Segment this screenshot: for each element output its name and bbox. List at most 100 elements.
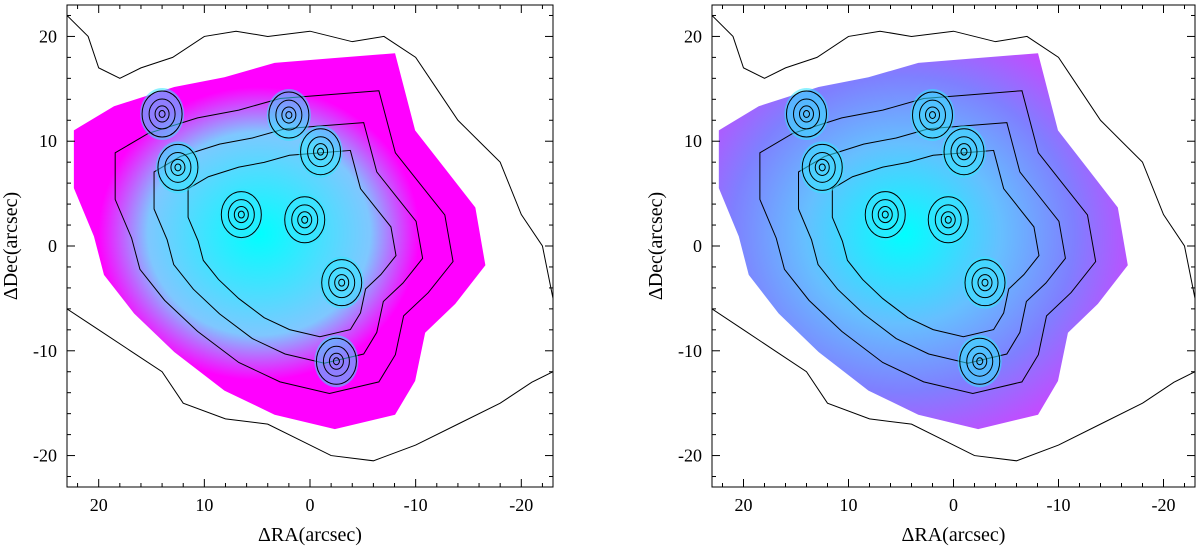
contour-level-4 — [332, 357, 340, 366]
contour-level-1 — [864, 191, 906, 239]
contour-level-1 — [300, 128, 342, 176]
y-axis-label: ΔDec(arcsec) — [645, 192, 667, 300]
contour-level-4 — [301, 215, 309, 224]
contour-level-4 — [976, 357, 984, 366]
contour-level-1 — [786, 90, 827, 138]
contour-level-3 — [799, 105, 814, 123]
contour-level-2 — [275, 99, 303, 131]
contour-level-3 — [940, 211, 956, 229]
contour-level-4 — [285, 111, 293, 119]
contour-level-1 — [268, 91, 310, 139]
contour-level-3 — [233, 206, 249, 224]
contour-level-4 — [929, 111, 936, 119]
body-contour-3 — [831, 149, 1040, 338]
body-contour-1 — [114, 90, 454, 395]
outer-contour-1 — [67, 15, 553, 299]
y-tick-label: -10 — [33, 341, 57, 361]
contour-level-1 — [959, 337, 1001, 385]
contour-knot-8 — [957, 335, 1002, 388]
y-tick-label: 0 — [693, 236, 702, 256]
body-contour-1 — [759, 90, 1097, 395]
contour-level-1 — [284, 196, 326, 244]
contour-level-2 — [291, 204, 319, 236]
x-tick-label: -20 — [1152, 495, 1176, 515]
contour-level-3 — [977, 274, 993, 292]
contour-knot-7 — [319, 256, 364, 309]
contour-knot-2 — [800, 141, 845, 194]
contour-level-4 — [158, 110, 166, 118]
contour-level-3 — [877, 206, 893, 224]
contour-level-3 — [170, 158, 186, 176]
contour-level-4 — [960, 147, 968, 156]
contour-level-1 — [801, 143, 843, 191]
outer-contour-1 — [712, 15, 1195, 299]
y-tick-label: 10 — [39, 131, 57, 151]
contour-level-3 — [328, 352, 344, 370]
contour-level-3 — [154, 105, 170, 123]
contour-knot-4 — [298, 125, 343, 178]
outer-contour-2 — [67, 308, 553, 462]
contour-level-2 — [148, 98, 176, 130]
contour-level-1 — [315, 337, 357, 385]
contour-level-2 — [971, 267, 999, 299]
panel-1: 20 10 0 -10 -20 20 10 0 -10 -20 ΔRA(arcsec) ΔDec(ar… — [0, 4, 554, 546]
y-tick-label: -20 — [33, 446, 57, 466]
contour-level-2 — [227, 199, 255, 231]
contour-level-1 — [927, 196, 969, 244]
contour-level-2 — [950, 136, 978, 168]
x-tick-label: 20 — [90, 495, 108, 515]
contour-level-4 — [803, 110, 810, 118]
contour-knot-7 — [963, 256, 1007, 309]
contour-level-2 — [328, 267, 356, 299]
y-axis-label: ΔDec(arcsec) — [0, 192, 22, 300]
contour-knot-2 — [155, 141, 200, 194]
contour-level-2 — [934, 204, 962, 236]
ticks — [712, 5, 1195, 487]
contour-level-4 — [317, 147, 325, 156]
contour-level-2 — [307, 136, 335, 168]
x-axis-label: ΔRA(arcsec) — [258, 524, 362, 546]
contour-level-1 — [321, 259, 363, 307]
contour-level-1 — [220, 191, 262, 239]
x-tick-label: 0 — [949, 495, 958, 515]
contour-level-2 — [919, 99, 946, 131]
contour-knot-1 — [140, 87, 185, 140]
y-tick-label: 10 — [684, 131, 702, 151]
contour-level-2 — [793, 98, 820, 130]
contour-knot-6 — [926, 193, 971, 246]
contour-level-1 — [943, 128, 985, 176]
y-tick-label: -20 — [678, 446, 702, 466]
contour-level-2 — [966, 345, 994, 377]
contour-level-3 — [334, 274, 350, 292]
contour-knot-5 — [863, 188, 908, 241]
contour-level-3 — [814, 158, 830, 176]
contour-level-2 — [808, 151, 836, 183]
x-tick-label: -10 — [1047, 495, 1071, 515]
contour-level-3 — [297, 211, 313, 229]
contour-level-3 — [956, 143, 972, 161]
panel-2: 20 10 0 -10 -20 20 10 0 -10 -20 ΔRA(arcsec) ΔDec(ar… — [645, 4, 1196, 546]
contour-knot-3 — [266, 89, 311, 142]
contour-level-1 — [157, 143, 199, 191]
contour-knot-5 — [219, 188, 264, 241]
contour-level-4 — [237, 210, 245, 219]
ticks — [67, 5, 553, 487]
outer-contour-2 — [712, 308, 1195, 462]
contour-knot-4 — [942, 125, 986, 178]
contour-level-3 — [925, 106, 940, 124]
contour-level-1 — [912, 91, 953, 139]
contour-level-2 — [322, 345, 350, 377]
contour-level-3 — [281, 106, 297, 124]
body-contour-2 — [798, 122, 1066, 364]
y-tick-label: -10 — [678, 341, 702, 361]
contour-level-1 — [964, 259, 1006, 307]
x-tick-label: -20 — [509, 495, 533, 515]
contour-knot-3 — [910, 89, 955, 142]
contour-level-4 — [174, 163, 182, 172]
contour-level-3 — [972, 352, 988, 370]
body-contour-3 — [187, 149, 397, 338]
y-tick-label: 0 — [48, 236, 57, 256]
contour-level-4 — [818, 163, 826, 172]
contour-level-2 — [871, 199, 899, 231]
